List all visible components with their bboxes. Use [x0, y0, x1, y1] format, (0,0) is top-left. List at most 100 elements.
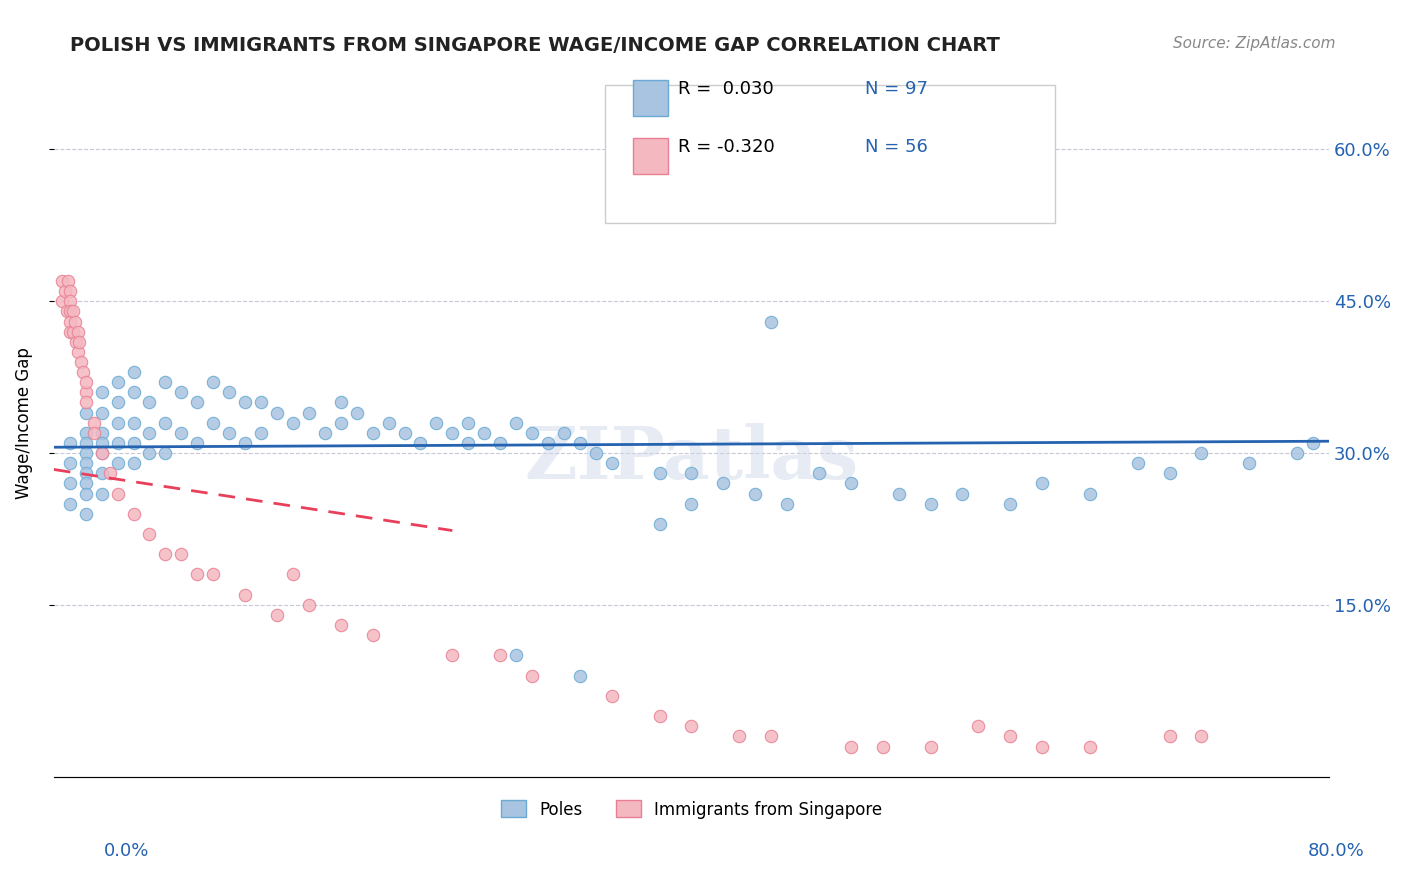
- Point: [59, 325, 82, 339]
- Point: [233, 395, 256, 409]
- Point: [568, 436, 591, 450]
- Point: [950, 486, 973, 500]
- Point: [233, 436, 256, 450]
- Point: [90, 436, 112, 450]
- Point: [98, 467, 121, 481]
- Point: [67, 334, 90, 349]
- Point: [75, 486, 97, 500]
- Point: [155, 416, 177, 430]
- Point: [170, 425, 193, 440]
- Point: [83, 416, 105, 430]
- Point: [90, 425, 112, 440]
- Point: [457, 436, 479, 450]
- Point: [361, 628, 384, 642]
- Point: [1302, 436, 1324, 450]
- Point: [600, 689, 623, 703]
- Point: [75, 406, 97, 420]
- Point: [138, 425, 160, 440]
- Point: [281, 416, 304, 430]
- Point: [489, 648, 512, 663]
- Point: [1000, 730, 1022, 744]
- Point: [425, 416, 447, 430]
- Point: [138, 395, 160, 409]
- Point: [202, 375, 225, 389]
- Point: [394, 425, 416, 440]
- Point: [59, 294, 82, 309]
- Point: [553, 425, 575, 440]
- Point: [298, 406, 321, 420]
- Point: [59, 497, 82, 511]
- Point: [75, 446, 97, 460]
- Point: [59, 284, 82, 298]
- Point: [457, 416, 479, 430]
- Point: [90, 486, 112, 500]
- Point: [1031, 476, 1053, 491]
- Point: [90, 446, 112, 460]
- Point: [62, 325, 84, 339]
- Point: [155, 375, 177, 389]
- Point: [59, 304, 82, 318]
- Point: [75, 507, 97, 521]
- Text: R = -0.320: R = -0.320: [678, 137, 775, 155]
- Point: [186, 567, 208, 582]
- Point: [1031, 739, 1053, 754]
- Point: [122, 436, 145, 450]
- Point: [66, 325, 89, 339]
- Point: [122, 456, 145, 470]
- Point: [568, 668, 591, 682]
- Point: [728, 730, 751, 744]
- Point: [59, 314, 82, 328]
- Point: [70, 355, 93, 369]
- Point: [472, 425, 495, 440]
- Point: [90, 467, 112, 481]
- Point: [887, 486, 910, 500]
- Point: [920, 497, 942, 511]
- Point: [65, 334, 87, 349]
- Point: [122, 507, 145, 521]
- Point: [298, 598, 321, 612]
- Point: [648, 516, 671, 531]
- Point: [202, 567, 225, 582]
- Point: [186, 395, 208, 409]
- Point: [56, 274, 79, 288]
- Point: [409, 436, 432, 450]
- Point: [186, 436, 208, 450]
- Point: [62, 304, 84, 318]
- Point: [377, 416, 399, 430]
- Text: 80.0%: 80.0%: [1308, 842, 1364, 860]
- Legend: Poles, Immigrants from Singapore: Poles, Immigrants from Singapore: [494, 794, 889, 825]
- Point: [1078, 486, 1101, 500]
- Text: ZIPatlas: ZIPatlas: [524, 423, 859, 493]
- Point: [489, 436, 512, 450]
- Point: [1286, 446, 1309, 460]
- Text: 0.0%: 0.0%: [104, 842, 149, 860]
- Point: [537, 436, 560, 450]
- Point: [59, 456, 82, 470]
- Point: [839, 739, 862, 754]
- Point: [872, 739, 894, 754]
- Point: [266, 607, 288, 622]
- Point: [441, 425, 464, 440]
- Point: [1078, 739, 1101, 754]
- Point: [807, 467, 830, 481]
- Point: [233, 588, 256, 602]
- Point: [711, 476, 734, 491]
- Point: [759, 730, 782, 744]
- Point: [600, 456, 623, 470]
- Y-axis label: Wage/Income Gap: Wage/Income Gap: [15, 347, 32, 499]
- Point: [107, 486, 129, 500]
- Point: [75, 467, 97, 481]
- Point: [361, 425, 384, 440]
- Point: [839, 193, 862, 207]
- Point: [107, 456, 129, 470]
- Point: [329, 395, 352, 409]
- Point: [138, 446, 160, 460]
- Point: [1159, 730, 1181, 744]
- Point: [138, 527, 160, 541]
- Point: [107, 395, 129, 409]
- Point: [75, 456, 97, 470]
- Point: [170, 547, 193, 561]
- Point: [51, 274, 73, 288]
- Point: [218, 425, 240, 440]
- Point: [83, 425, 105, 440]
